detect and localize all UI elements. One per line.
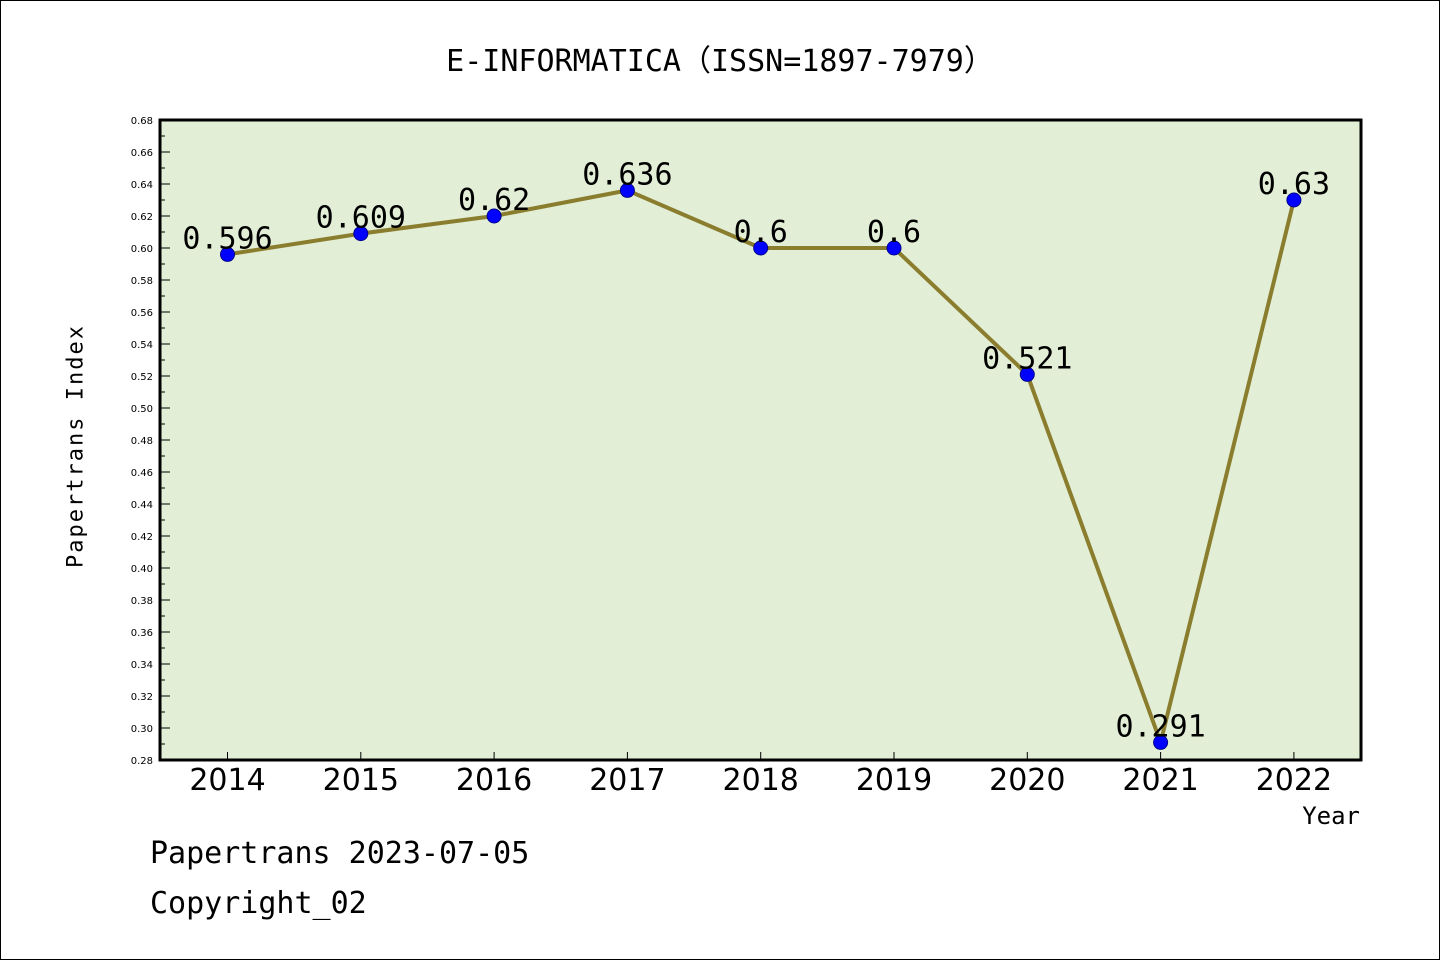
plot-border: [158, 118, 1363, 762]
y-tick-label: 0.28: [131, 756, 153, 767]
x-tick-label: 2014: [189, 763, 265, 798]
footer-date: Papertrans 2023-07-05: [150, 836, 530, 871]
x-tick-label: 2015: [323, 763, 399, 798]
data-label: 0.636: [582, 157, 672, 192]
data-point: [1153, 734, 1169, 750]
x-tick-label: 2021: [1122, 763, 1198, 798]
data-point: [619, 182, 635, 198]
x-tick-label: 2018: [723, 763, 799, 798]
footer-copyright: Copyright_02: [150, 886, 367, 921]
y-tick-label: 0.64: [131, 180, 153, 191]
y-tick-label: 0.36: [131, 628, 153, 639]
data-point: [1286, 192, 1302, 208]
y-tick-label: 0.38: [131, 596, 153, 607]
chart-title: E-INFORMATICA（ISSN=1897-7979）: [446, 44, 994, 79]
y-tick-label: 0.56: [131, 308, 153, 319]
data-label: 0.62: [458, 183, 530, 218]
data-point: [353, 226, 369, 242]
y-tick-label: 0.66: [131, 148, 153, 159]
x-axis-label: Year: [1302, 802, 1360, 830]
x-tick-label: 2017: [589, 763, 665, 798]
data-point: [220, 246, 235, 262]
data-point: [486, 208, 502, 224]
x-tick-label: 2020: [989, 763, 1065, 798]
y-tick-label: 0.44: [131, 500, 153, 511]
y-tick-label: 0.32: [131, 692, 153, 703]
x-tick-label: 2016: [456, 763, 532, 798]
y-tick-label: 0.60: [131, 244, 153, 255]
y-tick-label: 0.58: [131, 276, 153, 287]
data-label: 0.521: [982, 341, 1072, 376]
y-tick-label: 0.68: [131, 116, 153, 127]
data-point: [1019, 366, 1035, 382]
data-label: 0.291: [1115, 709, 1205, 744]
data-point: [886, 240, 902, 256]
y-tick-label: 0.52: [131, 372, 153, 383]
y-tick-label: 0.42: [131, 532, 153, 543]
data-label: 0.6: [867, 215, 921, 250]
y-tick-label: 0.46: [131, 468, 153, 479]
y-tick-label: 0.54: [131, 340, 153, 351]
data-label: 0.63: [1258, 167, 1330, 202]
y-tick-label: 0.30: [131, 724, 153, 735]
y-tick-label: 0.34: [131, 660, 153, 671]
y-tick-label: 0.48: [131, 436, 153, 447]
data-label: 0.596: [182, 221, 272, 256]
data-label: 0.609: [316, 201, 406, 236]
x-tick-label: 2019: [856, 763, 932, 798]
data-label: 0.6: [734, 215, 788, 250]
y-tick-label: 0.50: [131, 404, 153, 415]
y-tick-label: 0.62: [131, 212, 153, 223]
x-tick-label: 2022: [1256, 763, 1332, 798]
y-tick-label: 0.40: [131, 564, 153, 575]
data-point: [753, 240, 769, 256]
